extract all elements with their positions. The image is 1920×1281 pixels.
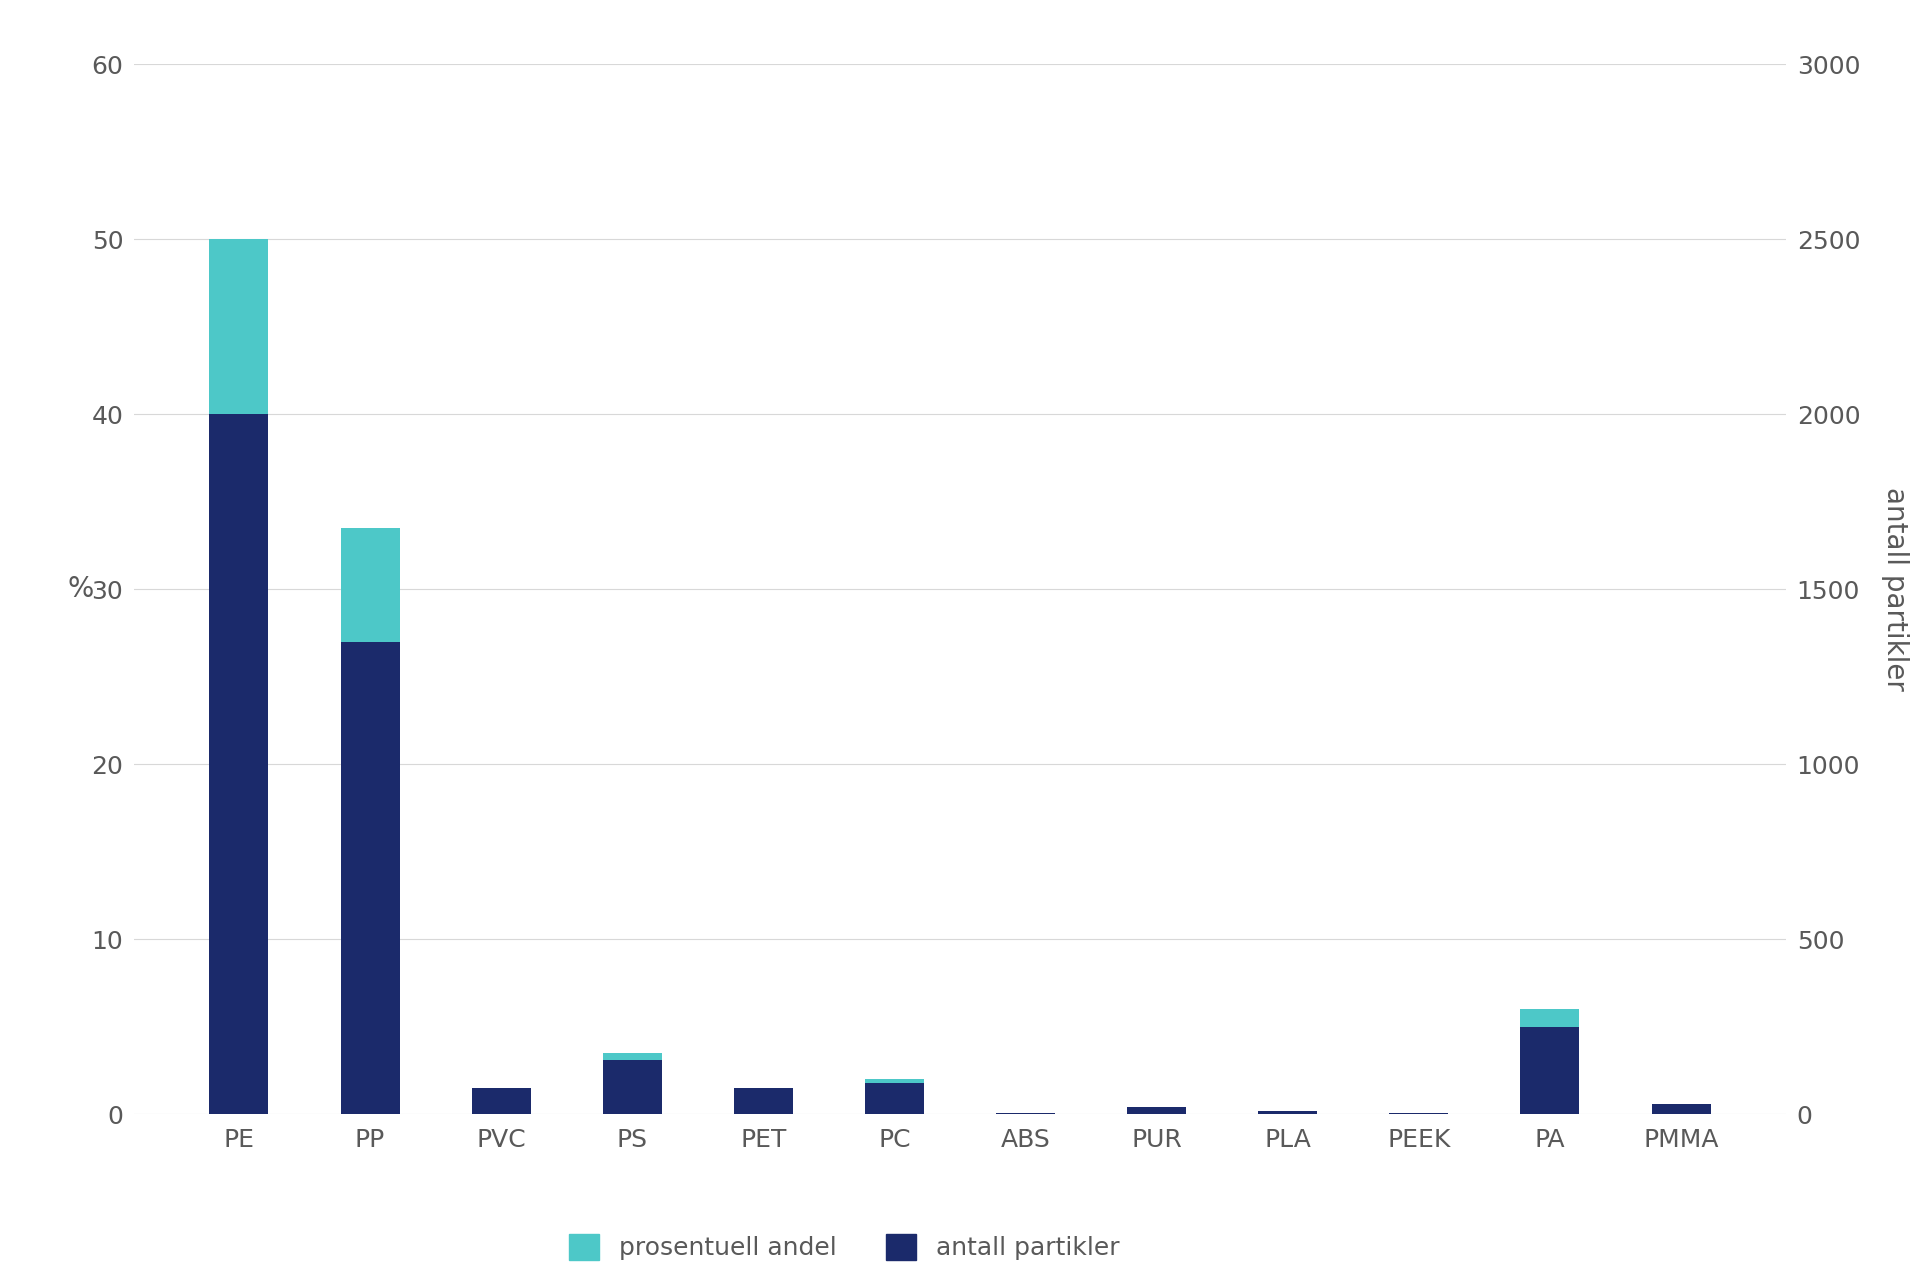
Legend: prosentuell andel, antall partikler: prosentuell andel, antall partikler <box>557 1222 1133 1273</box>
Bar <box>1127 1108 1187 1114</box>
Bar <box>603 1061 662 1114</box>
Bar <box>1258 1111 1317 1114</box>
Bar <box>209 240 269 414</box>
Bar <box>996 1113 1056 1114</box>
Bar <box>472 1089 530 1114</box>
Bar <box>1651 1104 1711 1114</box>
Y-axis label: %: % <box>67 575 94 603</box>
Bar <box>603 1053 662 1061</box>
Bar <box>864 1082 924 1114</box>
Bar <box>733 1089 793 1114</box>
Bar <box>340 642 399 1114</box>
Bar <box>864 1080 924 1082</box>
Bar <box>1521 1009 1580 1027</box>
Bar <box>1521 1027 1580 1114</box>
Y-axis label: antall partikler: antall partikler <box>1882 487 1908 692</box>
Bar <box>209 414 269 1114</box>
Bar <box>340 528 399 642</box>
Bar <box>1390 1113 1448 1114</box>
